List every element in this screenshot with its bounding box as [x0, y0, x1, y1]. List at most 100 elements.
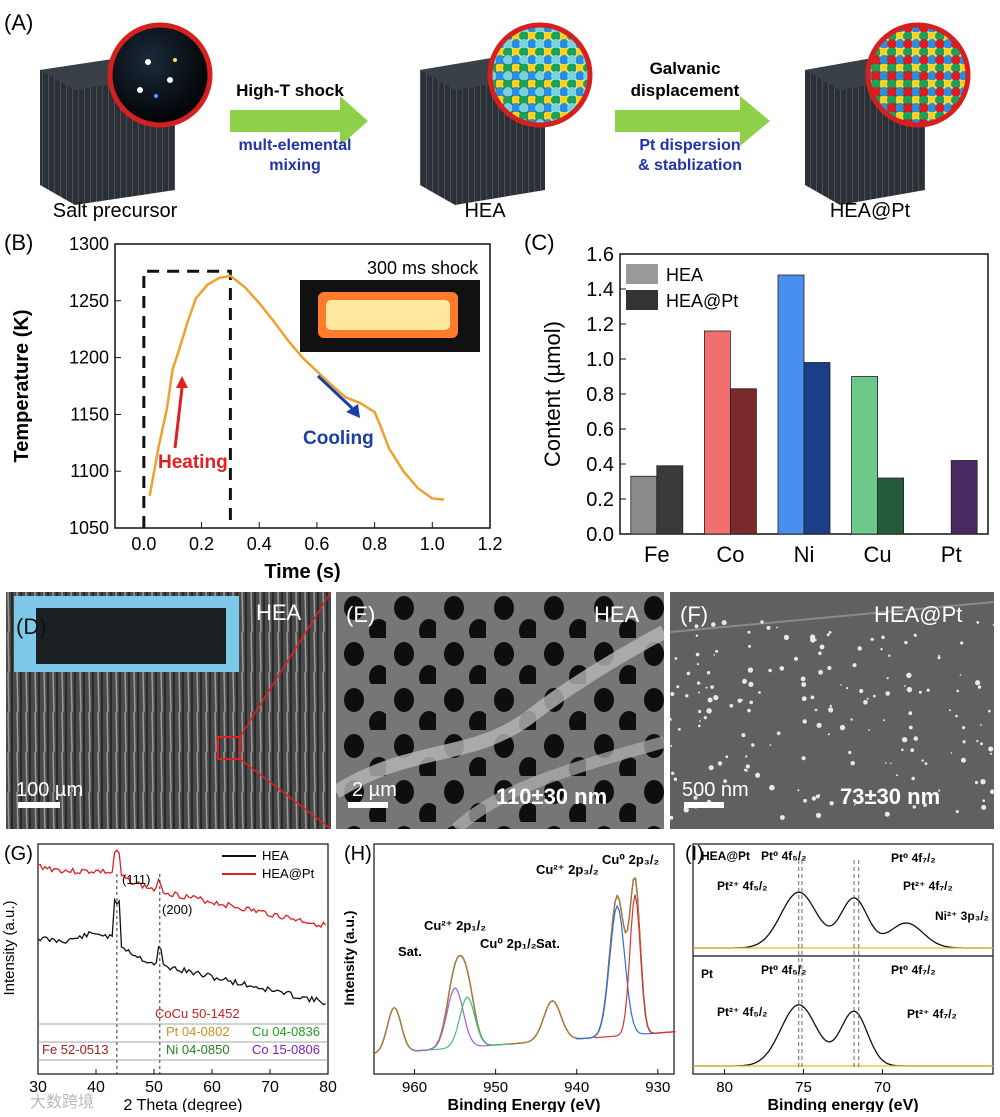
nanoparticle	[859, 688, 864, 694]
nanoparticle	[708, 765, 714, 771]
panel-i-label: (I)	[685, 843, 704, 865]
peak-200-label: (200)	[162, 902, 192, 917]
zoom-line-top	[239, 592, 331, 738]
panel-f-size: 73±30 nm	[840, 784, 940, 809]
bar	[630, 475, 658, 535]
fit-component	[576, 904, 658, 1040]
nanoparticle	[829, 708, 833, 713]
nanoparticle	[725, 755, 729, 759]
x-tick-label: 1.2	[477, 534, 502, 554]
legend-swatch	[626, 264, 658, 284]
nanoparticle	[703, 716, 707, 720]
nanoparticle	[776, 731, 781, 736]
label-pt0-4f72: Pt⁰ 4f₇/₂	[891, 851, 936, 865]
x-axis-title: Binding Energy (eV)	[448, 1097, 601, 1112]
x-tick-label: 75	[795, 1079, 812, 1096]
nanoparticle	[981, 804, 987, 810]
nanoparticle	[711, 622, 716, 627]
x-tick-label: 940	[564, 1079, 589, 1096]
nanoparticle	[906, 672, 912, 678]
nanoparticle	[818, 794, 821, 797]
dashed-window	[142, 269, 232, 528]
nanoparticle	[710, 685, 714, 689]
nanoparticle	[980, 779, 986, 785]
nanoparticle	[676, 685, 680, 689]
nanoparticle	[699, 720, 701, 722]
label-pt0-4f52-b: Pt⁰ 4f₅/₂	[761, 963, 806, 977]
nanoparticle	[853, 803, 856, 806]
scale-bar-e	[348, 802, 388, 808]
arrow2-top1: Galvanic	[650, 59, 721, 78]
nanoparticle	[783, 634, 789, 640]
x-category-label: Cu	[864, 542, 892, 567]
sem-image-e: (E) HEA 2 µm 110±30 nm	[336, 592, 664, 829]
nanoparticle	[744, 768, 747, 772]
panel-d-label: (D)	[16, 614, 47, 639]
label-pt2-4f52-b: Pt²⁺ 4f₅/₂	[717, 1005, 768, 1019]
nanoparticle	[686, 671, 691, 676]
panel-f: (F) HEA@Pt 500 nm 73±30 nm	[670, 592, 994, 829]
nanoparticle	[811, 796, 817, 801]
label-pt2-4f72-b: Pt²⁺ 4f₇/₂	[907, 1007, 957, 1021]
bar	[877, 477, 905, 535]
nanoparticle	[737, 698, 742, 703]
nanoparticle	[962, 726, 966, 730]
nanoparticle	[829, 704, 832, 708]
arrow-2	[615, 96, 770, 146]
nanoparticle	[857, 646, 862, 651]
nanoparticle	[911, 776, 915, 781]
x-category-label: Ni	[794, 542, 815, 567]
nanoparticle	[885, 691, 890, 696]
heating-arrow	[173, 387, 184, 449]
x-axis-title: Time (s)	[264, 561, 340, 583]
nanoparticle	[988, 746, 994, 752]
x-tick-label: 50	[145, 1079, 163, 1096]
content-chart: (C) 0.0 0.2 0.4 0.6 0.8 1.0 1.2 1.4 1.6 Content (…	[524, 230, 989, 567]
nanoparticle	[976, 621, 980, 624]
arrow-1	[230, 96, 368, 146]
nanoparticle	[956, 689, 960, 693]
nanoparticle	[938, 654, 940, 657]
nanoparticle	[815, 812, 822, 818]
sem-image-f: (F) HEA@Pt 500 nm 73±30 nm	[670, 592, 994, 829]
nanoparticle	[800, 676, 806, 682]
arrow1-bottom1: mult-elemental	[239, 137, 352, 154]
inset-label: 300 ms shock	[367, 258, 479, 278]
nanoparticle	[913, 633, 917, 637]
y-tick-label: 0.6	[586, 419, 614, 441]
x-tick-label: 0.0	[131, 534, 156, 554]
x-axis-title: Binding energy (eV)	[767, 1097, 918, 1112]
plot-frame	[114, 243, 491, 529]
nanoparticle	[870, 637, 874, 641]
y-tick-label: 1150	[70, 404, 109, 424]
label-cu2-2p12: Cu²⁺ 2p₁/₂	[424, 918, 486, 933]
nanoparticle	[769, 744, 772, 746]
nanoparticle	[809, 634, 816, 640]
y-axis-title: Intensity (a.u.)	[341, 911, 357, 1006]
bottom-tag: Pt	[701, 967, 713, 981]
nanoparticle	[803, 798, 807, 803]
panel-f-scale: 500 nm	[682, 779, 749, 801]
x-tick-label: 80	[319, 1079, 337, 1096]
arrow2-top2: displacement	[631, 81, 740, 100]
nanoparticle	[901, 748, 904, 752]
watermark: 大数跨境	[30, 1092, 95, 1111]
hea-pt-block	[805, 22, 971, 205]
ref-ni: Ni 04-0850	[166, 1042, 230, 1057]
nanoparticle	[760, 620, 764, 624]
panel-h: (H) 960 950 940 930 Binding Energy (eV) Inten…	[340, 838, 685, 1114]
nanoparticle	[755, 772, 761, 778]
x-tick-label: 930	[645, 1079, 670, 1096]
x-tick-label: 40	[87, 1079, 105, 1096]
nanoparticle	[729, 703, 734, 708]
label-cu0-2p12: Cu⁰ 2p₁/₂	[480, 936, 537, 951]
x-tick-label: 1.0	[420, 534, 445, 554]
x-tick-label: 0.2	[189, 534, 214, 554]
nanoparticle	[706, 708, 712, 714]
x-category-label: Pt	[941, 542, 962, 567]
x-axis-title: 2 Theta (degree)	[124, 1097, 243, 1112]
nanoparticle	[810, 695, 815, 700]
nanoparticle	[705, 686, 708, 689]
nanoparticle	[904, 685, 906, 687]
